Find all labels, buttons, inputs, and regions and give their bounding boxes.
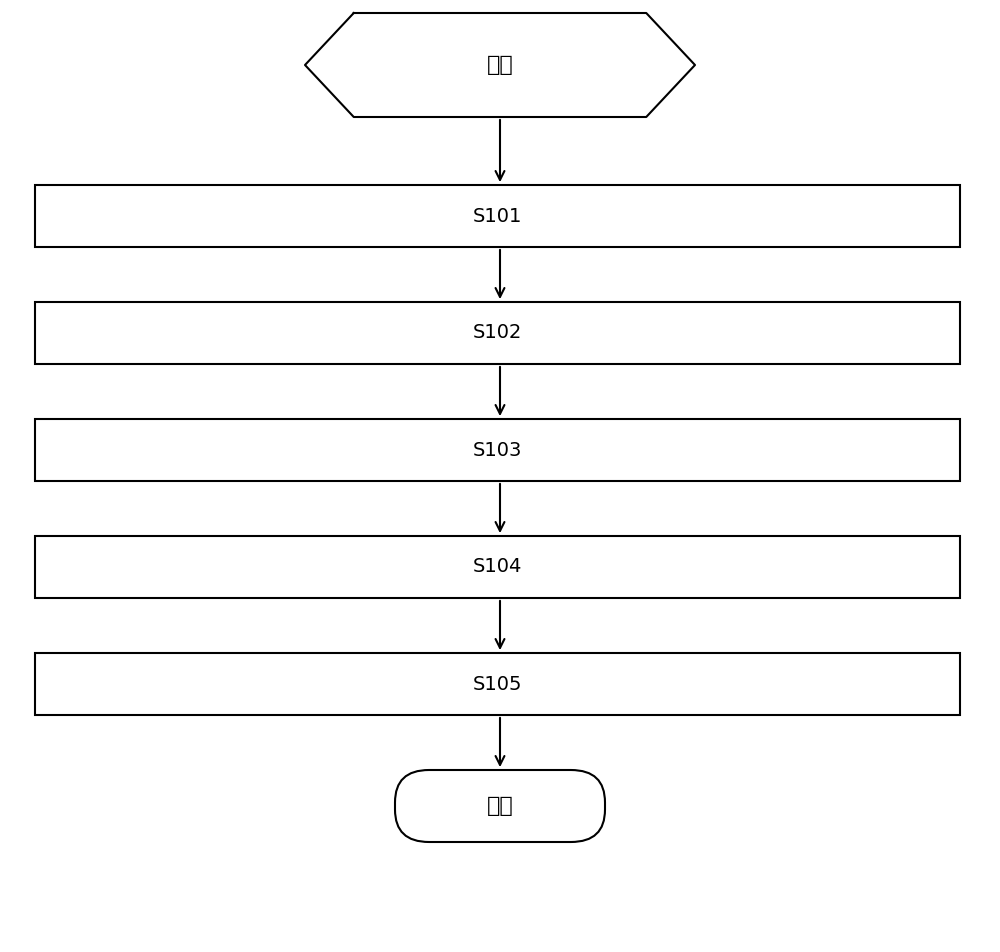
Bar	[35, 419, 960, 481]
Polygon shape	[305, 13, 695, 117]
Text: S103: S103	[473, 441, 522, 460]
Text: S104: S104	[473, 558, 522, 577]
Text: S105: S105	[473, 675, 522, 693]
Bar	[35, 302, 960, 364]
Bar	[35, 536, 960, 598]
Text: S102: S102	[473, 324, 522, 343]
Text: 开始: 开始	[487, 55, 513, 75]
FancyBboxPatch shape	[395, 770, 605, 842]
Bar	[35, 653, 960, 715]
Bar	[35, 185, 960, 247]
Text: S101: S101	[473, 207, 522, 226]
Text: 结束: 结束	[487, 796, 513, 816]
